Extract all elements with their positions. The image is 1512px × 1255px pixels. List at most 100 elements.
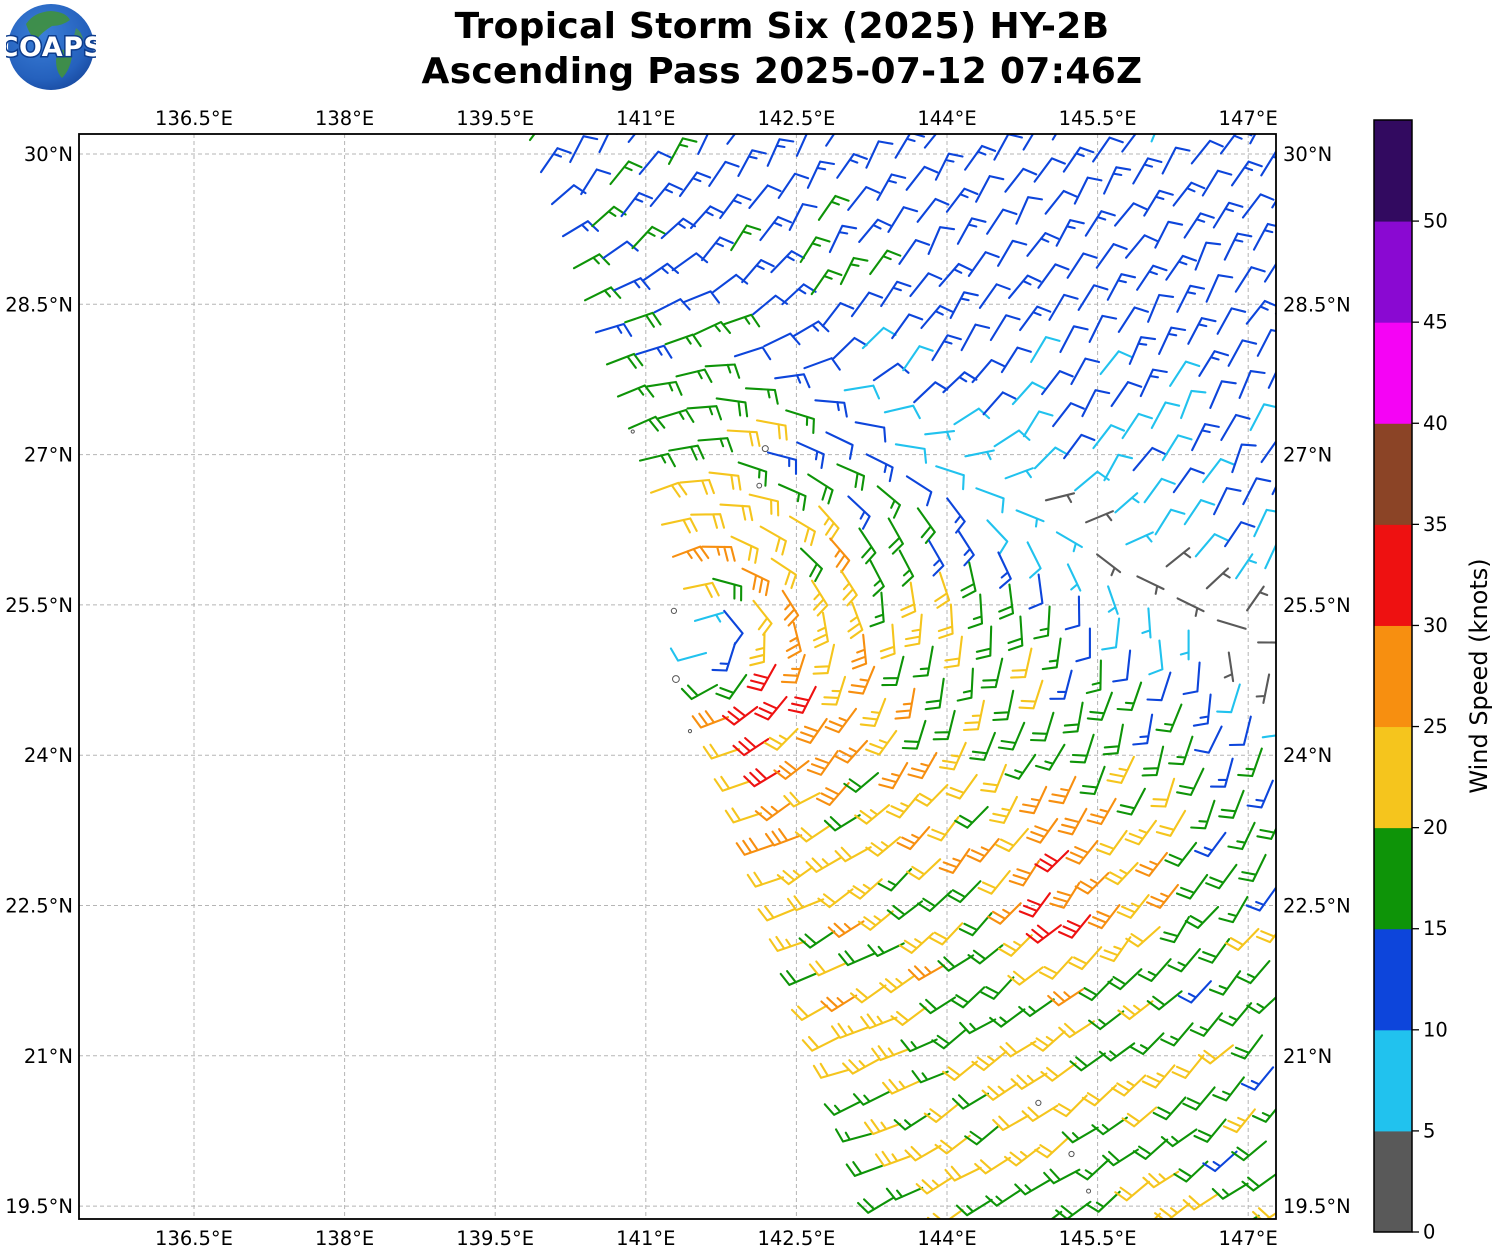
wind-barb bbox=[904, 613, 923, 648]
lat-tick-label-right: 27°N bbox=[1283, 444, 1332, 467]
wind-barb bbox=[1139, 368, 1168, 398]
wind-barb bbox=[869, 249, 902, 276]
wind-barb bbox=[1267, 370, 1276, 389]
wind-barb bbox=[998, 583, 1015, 620]
wind-barb bbox=[945, 773, 978, 800]
wind-barb bbox=[913, 783, 949, 807]
wind-barb bbox=[627, 134, 637, 143]
wind-barb bbox=[711, 641, 737, 672]
wind-barb bbox=[806, 750, 839, 776]
wind-barb bbox=[1018, 998, 1055, 1018]
wind-barb bbox=[1246, 585, 1269, 612]
wind-barb bbox=[1173, 1160, 1209, 1183]
wind-barb bbox=[901, 719, 927, 750]
wind-barb bbox=[1155, 703, 1183, 733]
wind-barb bbox=[638, 452, 676, 468]
wind-barb bbox=[1111, 1074, 1147, 1097]
wind-barb bbox=[865, 836, 902, 857]
wind-barb bbox=[1242, 477, 1272, 506]
wind-barb bbox=[951, 1092, 990, 1110]
wind-barb bbox=[924, 677, 945, 711]
wind-barb bbox=[1284, 500, 1310, 526]
wind-barb bbox=[1064, 595, 1081, 631]
island-contour bbox=[1086, 1188, 1092, 1194]
wind-barb bbox=[1025, 924, 1062, 944]
wind-barb bbox=[1033, 605, 1051, 640]
wind-barb bbox=[1078, 978, 1114, 1002]
wind-barb bbox=[1183, 212, 1215, 239]
wind-barb bbox=[934, 571, 951, 609]
wind-barb bbox=[1048, 775, 1077, 805]
wind-barb bbox=[783, 791, 821, 808]
wind-barb bbox=[969, 731, 996, 761]
wind-barb bbox=[1040, 1062, 1077, 1082]
wind-barb bbox=[1177, 980, 1212, 1004]
wind-barb bbox=[801, 1035, 840, 1052]
wind-barb bbox=[887, 517, 904, 555]
colorbar-tick-label: 30 bbox=[1423, 614, 1448, 637]
wind-barb bbox=[1008, 860, 1040, 887]
wind-barb bbox=[964, 449, 995, 461]
wind-barb bbox=[854, 421, 887, 443]
colorbar-segment bbox=[1374, 928, 1412, 1031]
island-contours bbox=[630, 429, 1092, 1194]
wind-barb bbox=[808, 960, 847, 977]
wind-barb bbox=[1058, 1020, 1095, 1039]
wind-barb bbox=[1044, 189, 1078, 215]
colorbar-segment bbox=[1374, 827, 1412, 930]
wind-barb bbox=[1000, 346, 1032, 374]
wind-barb bbox=[1008, 274, 1042, 299]
lat-tick-label-right: 19.5°N bbox=[1283, 1195, 1351, 1218]
wind-barb bbox=[664, 333, 702, 348]
wind-barb bbox=[1107, 585, 1119, 615]
wind-barb bbox=[1085, 659, 1102, 695]
lon-tick-label-bottom: 144°E bbox=[917, 1227, 976, 1250]
wind-barb bbox=[817, 194, 850, 221]
wind-barb bbox=[1154, 220, 1184, 249]
wind-barb bbox=[1114, 1180, 1150, 1202]
wind-barb bbox=[927, 226, 956, 255]
wind-barb bbox=[1180, 389, 1207, 420]
wind-barb bbox=[975, 487, 1005, 514]
wind-barb bbox=[956, 217, 987, 245]
wind-barb bbox=[668, 444, 705, 461]
wind-barb bbox=[1165, 547, 1192, 568]
wind-barb bbox=[964, 1124, 1001, 1146]
wind-barb bbox=[1132, 446, 1167, 472]
island-contour bbox=[687, 729, 693, 734]
lat-tick-label-right: 25.5°N bbox=[1283, 594, 1351, 617]
lat-tick-label-left: 19.5°N bbox=[5, 1195, 73, 1218]
wind-barb bbox=[1234, 266, 1266, 293]
wind-barb bbox=[777, 483, 807, 511]
wind-barb bbox=[958, 912, 993, 937]
wind-barb bbox=[898, 932, 935, 954]
wind-barb bbox=[1030, 1030, 1066, 1052]
wind-barb bbox=[937, 954, 975, 972]
wind-barb bbox=[1216, 619, 1247, 630]
wind-barb bbox=[1004, 753, 1037, 780]
wind-barb bbox=[1222, 1108, 1256, 1134]
wind-barb bbox=[880, 280, 912, 308]
wind-barb bbox=[1253, 508, 1276, 538]
wind-barb bbox=[667, 137, 698, 165]
wind-barb bbox=[834, 846, 872, 863]
wind-barb bbox=[842, 1058, 880, 1075]
wind-barb bbox=[1077, 284, 1109, 311]
wind-barb bbox=[869, 1227, 904, 1241]
lat-tick-label-left: 21°N bbox=[24, 1045, 73, 1068]
wind-barb bbox=[1061, 1126, 1099, 1144]
wind-barb bbox=[1223, 232, 1253, 261]
wind-barb bbox=[787, 685, 817, 714]
wind-barb bbox=[1055, 219, 1085, 247]
wind-barb bbox=[1004, 167, 1038, 193]
wind-barb bbox=[1117, 306, 1149, 333]
wind-barb bbox=[1129, 1032, 1165, 1056]
wind-barb bbox=[1212, 1076, 1245, 1102]
wind-barb bbox=[766, 451, 798, 475]
wind-barb bbox=[1231, 443, 1257, 474]
wind-barb bbox=[829, 537, 851, 574]
wind-barb bbox=[697, 437, 734, 453]
wind-barb bbox=[1095, 829, 1128, 856]
wind-barb bbox=[777, 172, 810, 199]
